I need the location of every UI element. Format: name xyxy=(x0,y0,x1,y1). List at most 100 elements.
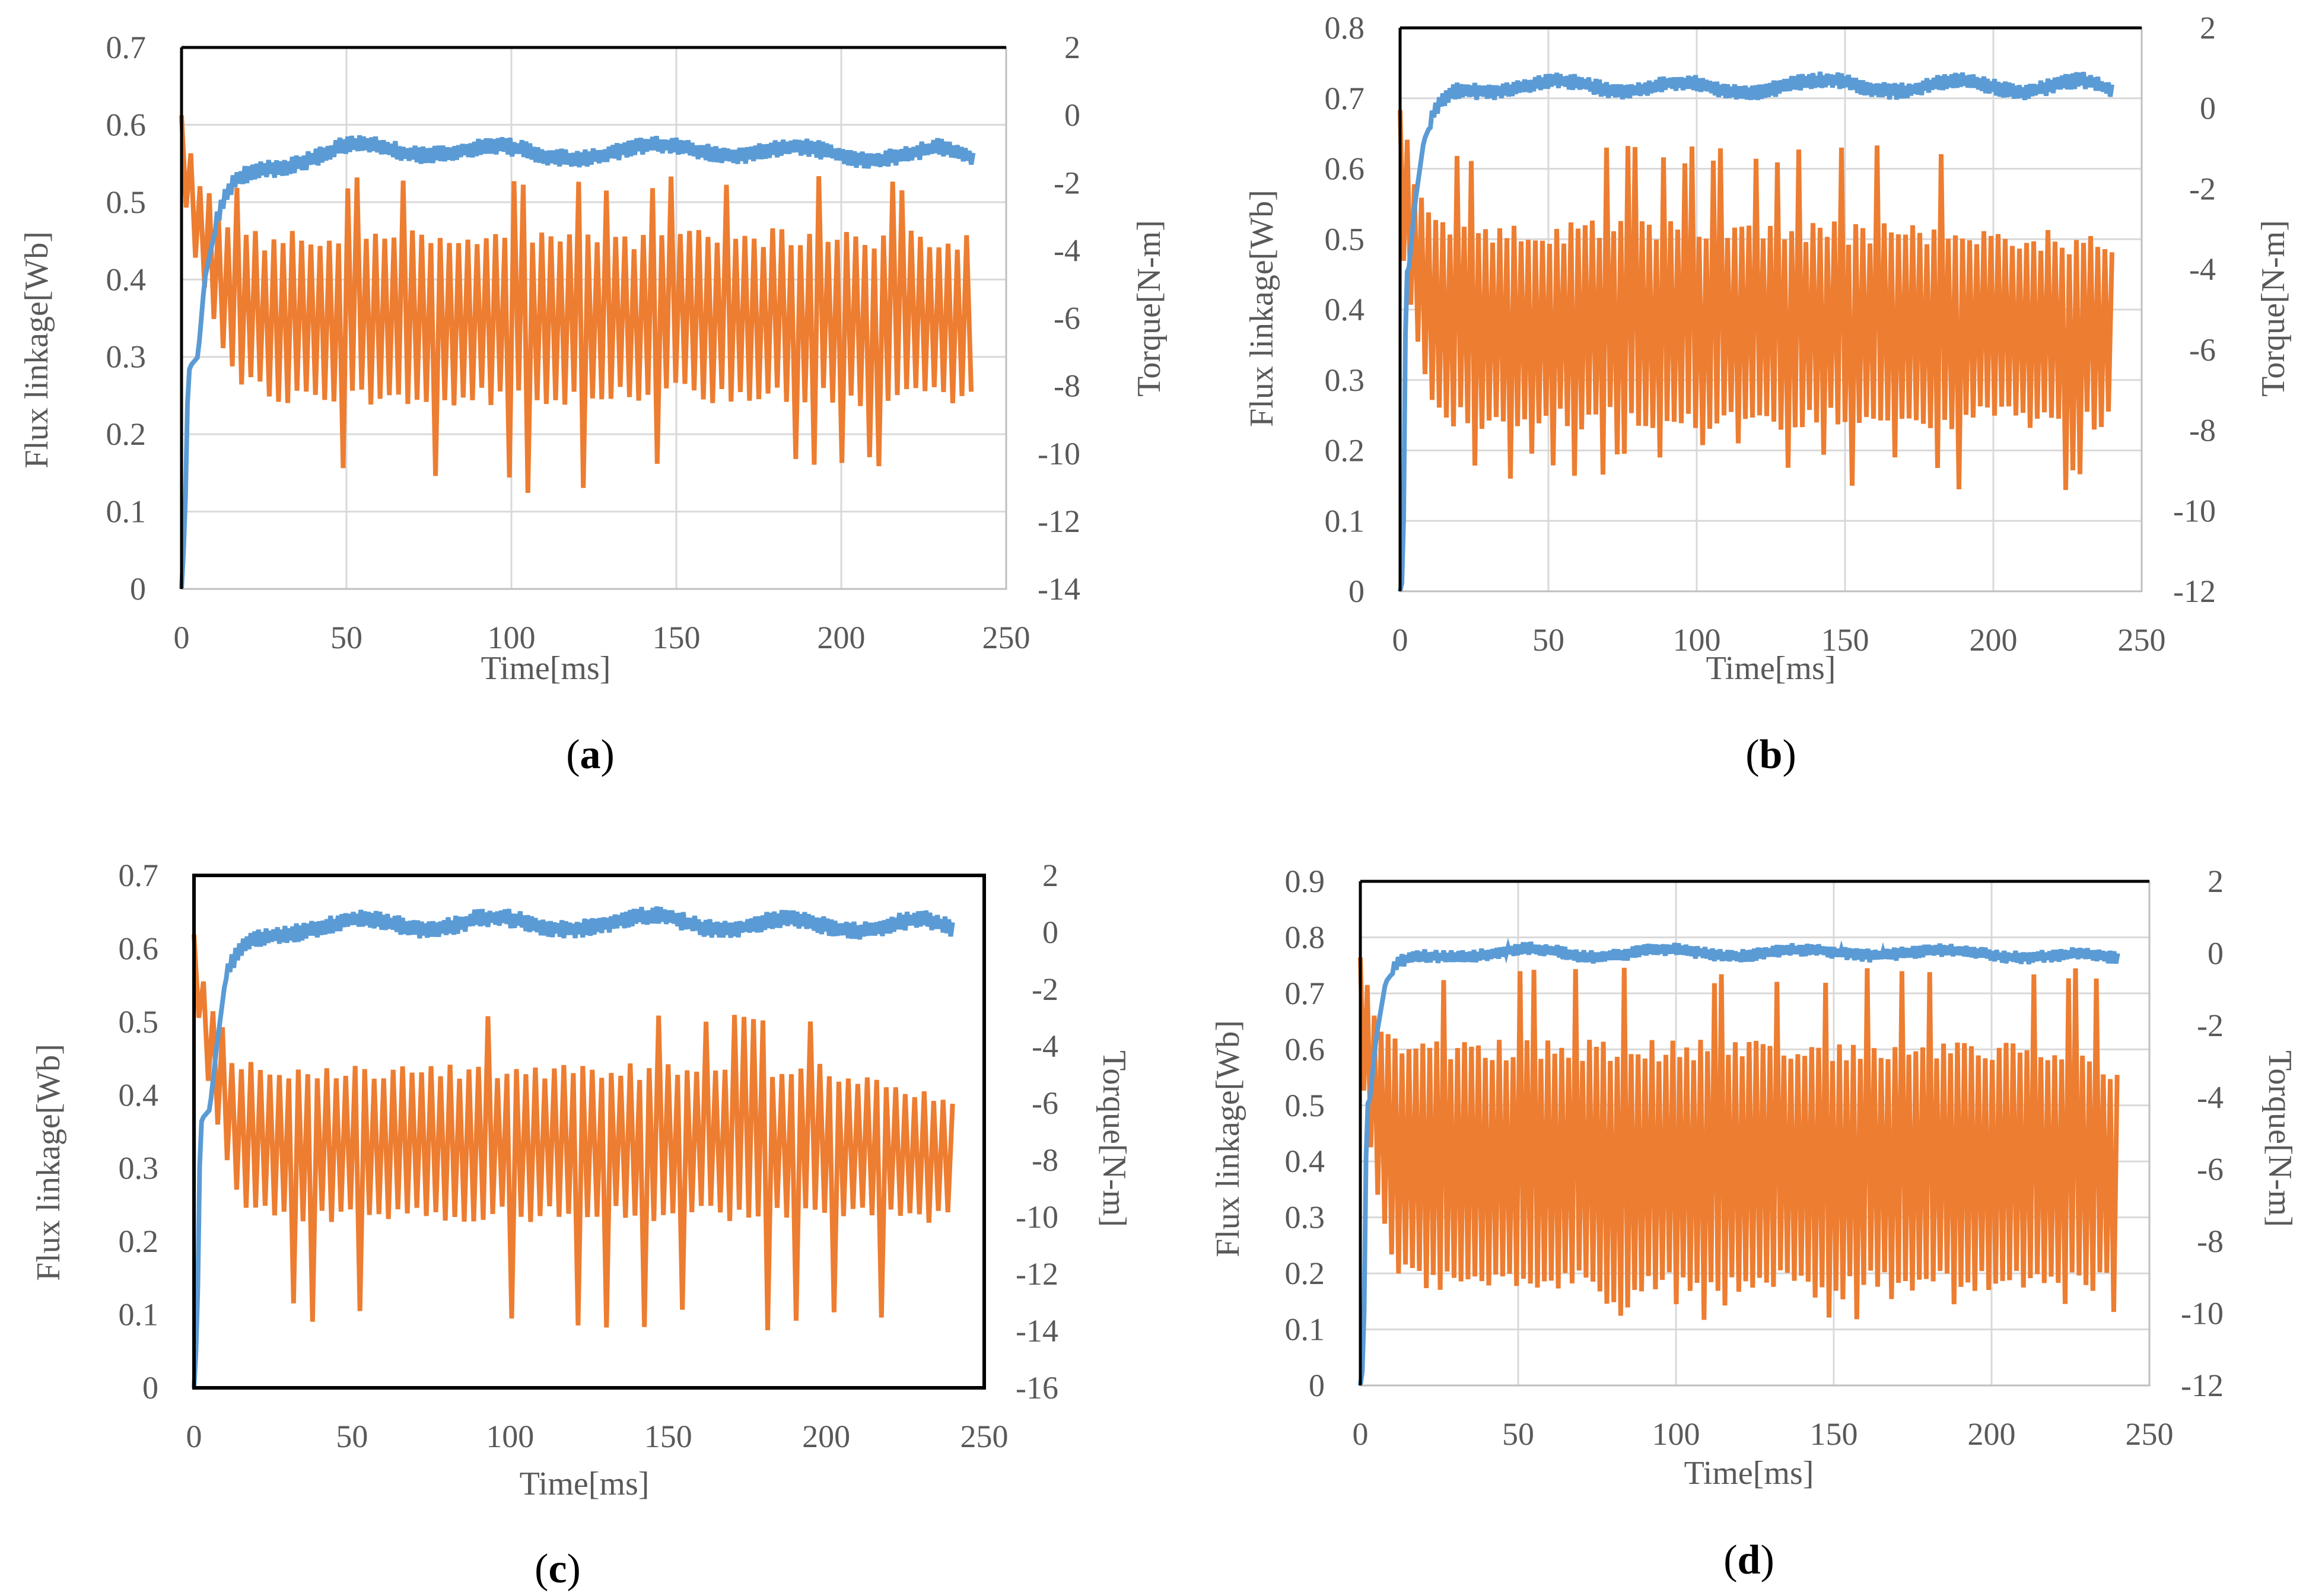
series-layer xyxy=(1358,938,2120,1386)
left-tick-label: 0.6 xyxy=(1285,1031,1325,1067)
right-tick-label: 0 xyxy=(1042,915,1058,950)
right-tick-label: -8 xyxy=(2197,1224,2224,1259)
torque-line xyxy=(1398,110,2114,490)
right-tick-label: -6 xyxy=(1032,1085,1058,1121)
x-axis-ticks: 0 50 100 150 200 250 xyxy=(1392,622,2166,658)
x-tick-label: 100 xyxy=(1652,1416,1700,1452)
torque-line xyxy=(192,934,955,1330)
right-tick-label: -8 xyxy=(1032,1142,1058,1178)
left-tick-label: 0.5 xyxy=(106,184,147,220)
right-tick-label: -10 xyxy=(1016,1199,1058,1235)
panel-d: 0 50 100 150 200 250 0 0.1 0.2 0.3 0.4 0.5 0.6 0.7 0.… xyxy=(1210,864,2298,1583)
x-tick-label: 200 xyxy=(1970,622,2018,658)
right-tick-label: -8 xyxy=(2189,413,2216,448)
panel-c: 0 50 100 150 200 250 0 0.1 0.2 0.3 0.4 0.5 0.6 0.7 -… xyxy=(30,858,1133,1592)
x-axis-ticks: 0 50 100 150 200 250 xyxy=(186,1419,1009,1454)
right-tick-label: 2 xyxy=(1042,858,1058,893)
x-tick-label: 150 xyxy=(653,620,701,655)
right-tick-label: -2 xyxy=(1032,971,1058,1007)
left-tick-label: 0.1 xyxy=(1325,503,1365,539)
x-tick-label: 100 xyxy=(486,1419,534,1454)
right-tick-label: -14 xyxy=(1038,571,1080,607)
x-tick-label: 100 xyxy=(1673,622,1721,658)
right-axis-ticks: -16 -14 -12 -10 -8 -6 -4 -2 0 2 xyxy=(1016,858,1058,1406)
right-tick-label: -2 xyxy=(2197,1008,2224,1043)
right-axis-title: Torque[N-m] xyxy=(2255,220,2292,397)
left-tick-label: 0.3 xyxy=(106,339,147,375)
right-tick-label: -2 xyxy=(1054,165,1080,200)
x-tick-label: 0 xyxy=(186,1419,202,1454)
x-axis-title: Time[ms] xyxy=(520,1466,650,1502)
right-tick-label: 0 xyxy=(1064,97,1080,133)
right-tick-label: -2 xyxy=(2189,171,2216,206)
x-tick-label: 250 xyxy=(2126,1416,2174,1452)
right-tick-label: -12 xyxy=(1016,1256,1058,1292)
left-tick-label: 0.4 xyxy=(1285,1143,1325,1179)
left-tick-label: 0.5 xyxy=(1285,1088,1325,1123)
right-tick-label: -8 xyxy=(1054,368,1080,404)
x-tick-label: 150 xyxy=(644,1419,692,1454)
left-tick-label: 0.2 xyxy=(1325,433,1365,469)
left-axis-title: Flux linkage[Wb] xyxy=(1210,1020,1246,1257)
right-axis-title: Torque[N-m] xyxy=(1131,220,1168,397)
series-layer xyxy=(192,906,955,1388)
right-tick-label: -12 xyxy=(2181,1368,2224,1403)
right-axis-title: Torque[N-m] xyxy=(1096,1050,1133,1227)
left-tick-label: 0.5 xyxy=(1325,221,1365,257)
right-tick-label: -4 xyxy=(2197,1079,2224,1115)
left-axis-title: Flux linkage[Wb] xyxy=(30,1044,67,1281)
panel-caption: (b) xyxy=(1745,732,1796,778)
torque-line xyxy=(1358,957,2120,1320)
right-axis-ticks: -12 -10 -8 -6 -4 -2 0 2 xyxy=(2173,10,2216,609)
right-tick-label: -4 xyxy=(2189,251,2216,287)
x-axis-ticks: 0 50 100 150 200 250 xyxy=(174,620,1030,655)
panel-a: 0 50 100 150 200 250 0 0.1 0.2 0.3 0.4 0.5 0.6 0.7 -… xyxy=(18,30,1168,778)
x-tick-label: 150 xyxy=(1821,622,1869,658)
left-tick-label: 0.4 xyxy=(1325,292,1365,327)
left-tick-label: 0.1 xyxy=(1285,1312,1325,1347)
torque-line xyxy=(179,115,974,493)
flux-linkage-line xyxy=(1358,938,2120,1386)
right-tick-label: 2 xyxy=(2200,10,2216,46)
left-axis-title: Flux linkage[Wb] xyxy=(18,231,55,469)
left-tick-label: 0.3 xyxy=(1325,362,1365,398)
left-tick-label: 0 xyxy=(1309,1368,1325,1403)
x-tick-label: 100 xyxy=(488,620,536,655)
right-tick-label: -6 xyxy=(2189,332,2216,368)
left-tick-label: 0.3 xyxy=(119,1151,159,1186)
x-tick-label: 250 xyxy=(960,1419,1009,1454)
left-tick-label: 0.8 xyxy=(1325,10,1365,46)
left-tick-label: 0 xyxy=(1348,574,1364,609)
series-layer xyxy=(1398,71,2114,592)
left-tick-label: 0.7 xyxy=(1325,81,1365,116)
right-tick-label: -6 xyxy=(1054,301,1080,336)
left-tick-label: 0.6 xyxy=(106,107,147,142)
left-tick-label: 0 xyxy=(142,1370,158,1406)
left-axis-ticks: 0 0.1 0.2 0.3 0.4 0.5 0.6 0.7 xyxy=(119,858,159,1406)
left-axis-ticks: 0 0.1 0.2 0.3 0.4 0.5 0.6 0.7 0.8 0.9 xyxy=(1285,864,1325,1403)
right-tick-label: -10 xyxy=(2181,1296,2224,1331)
panel-caption: (a) xyxy=(566,732,615,778)
right-tick-label: 0 xyxy=(2200,91,2216,126)
left-axis-ticks: 0 0.1 0.2 0.3 0.4 0.5 0.6 0.7 0.8 xyxy=(1325,10,1365,609)
left-tick-label: 0.1 xyxy=(106,494,147,530)
left-tick-label: 0.9 xyxy=(1285,864,1325,899)
left-tick-label: 0.7 xyxy=(119,858,159,893)
x-tick-label: 150 xyxy=(1810,1416,1858,1452)
left-tick-label: 0 xyxy=(130,571,146,607)
left-axis-ticks: 0 0.1 0.2 0.3 0.4 0.5 0.6 0.7 xyxy=(106,30,147,607)
right-tick-label: -4 xyxy=(1032,1028,1058,1064)
right-tick-label: -4 xyxy=(1054,232,1080,268)
x-tick-label: 50 xyxy=(330,620,362,655)
right-tick-label: -6 xyxy=(2197,1152,2224,1187)
panel-b: 0 50 100 150 200 250 0 0.1 0.2 0.3 0.4 0.5 0.6 0.7 0.… xyxy=(1243,10,2292,778)
caption-letter: a xyxy=(580,732,601,778)
left-tick-label: 0.3 xyxy=(1285,1200,1325,1235)
flux-linkage-line xyxy=(179,135,976,590)
left-tick-label: 0.1 xyxy=(119,1297,159,1333)
right-tick-label: 2 xyxy=(2208,864,2224,899)
right-axis-ticks: -12 -10 -8 -6 -4 -2 0 2 xyxy=(2181,864,2224,1403)
right-tick-label: 0 xyxy=(2208,935,2224,971)
x-tick-label: 50 xyxy=(336,1419,368,1454)
x-tick-label: 0 xyxy=(1392,622,1408,658)
